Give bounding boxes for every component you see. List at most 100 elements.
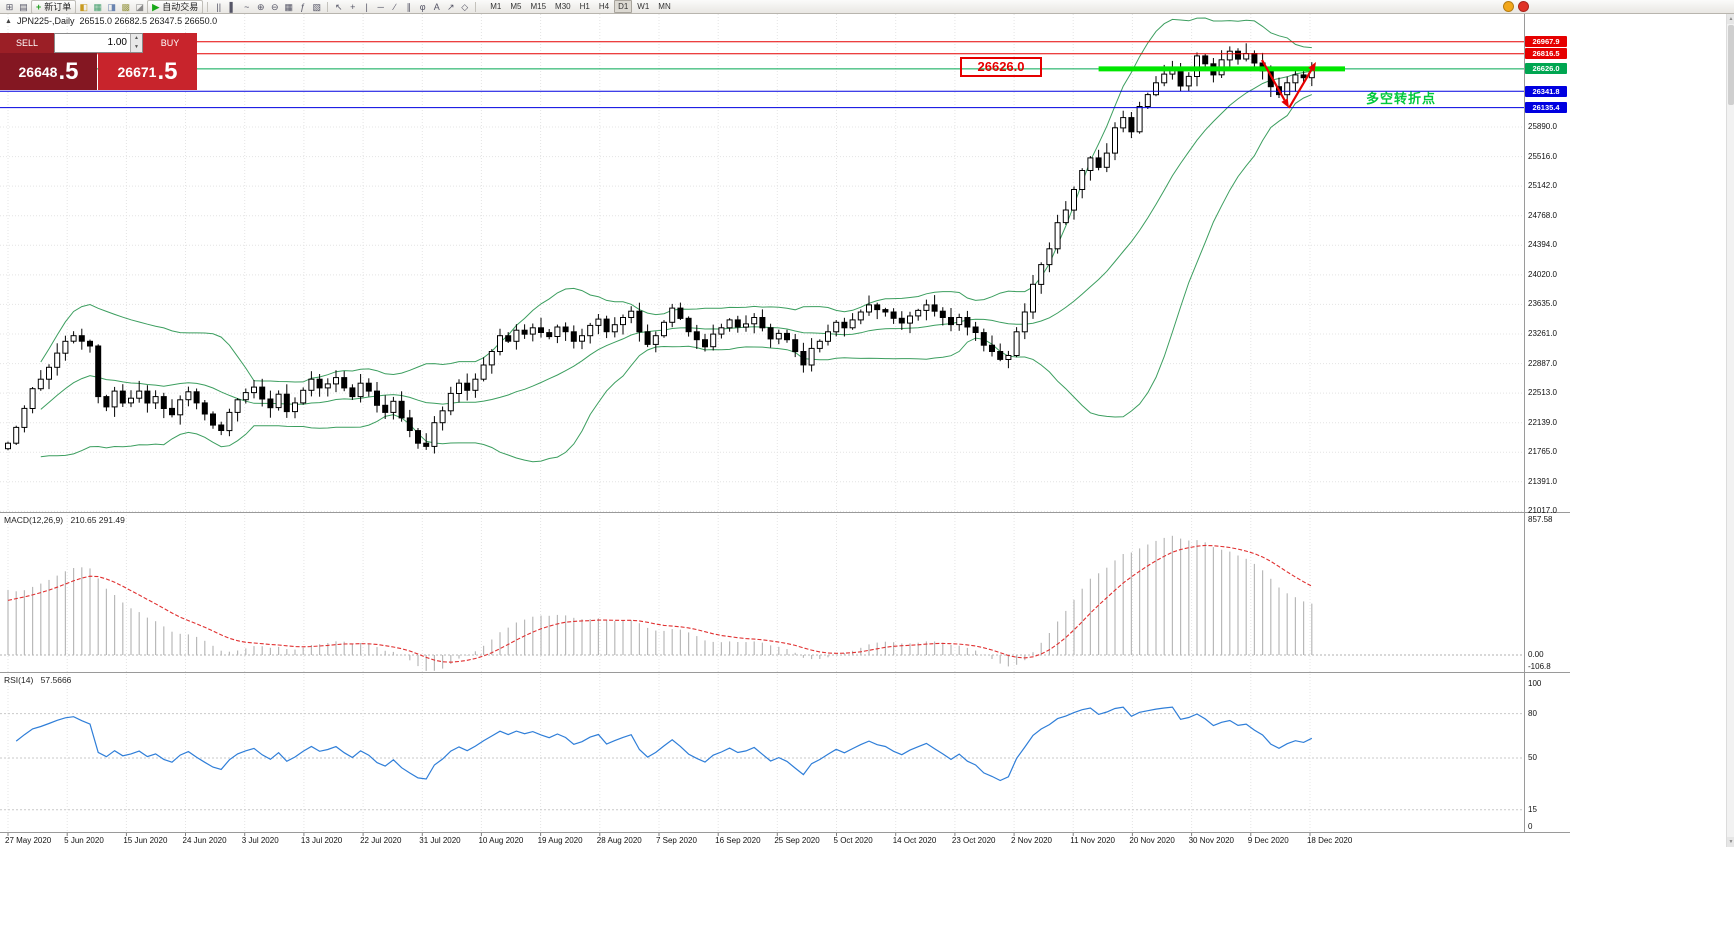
price-tick-label: 25142.0 (1528, 181, 1557, 191)
main-toolbar: ⊞ ▤ + 新订单 ◧ ▦ ◨ ▩ ◪ ▶ 自动交易 || ▌ ~ ⊕ ⊖ ▦ ƒ ▧ ↖ + | ─ ∕ ∥ φ A ↗ ◇ M1 M5 M… (0, 0, 1734, 14)
profiles-icon[interactable]: ▤ (19, 1, 28, 12)
market-watch-icon[interactable]: ◧ (79, 1, 89, 12)
price-tick-label: 21391.0 (1528, 476, 1557, 486)
date-tick-label: 30 Nov 2020 (1188, 836, 1234, 845)
timeframe-m5[interactable]: M5 (510, 2, 522, 11)
rsi-tick-label: 0 (1528, 822, 1533, 831)
date-tick-label: 5 Jun 2020 (64, 836, 104, 845)
timeframe-m15[interactable]: M15 (530, 2, 547, 11)
price-axis[interactable]: 25890.0 25516.0 25142.0 24768.0 24394.0 24020… (1525, 14, 1570, 847)
autotrading-button[interactable]: ▶ 自动交易 (147, 0, 204, 14)
terminal-icon[interactable]: ▩ (121, 1, 131, 12)
data-window-icon[interactable]: ▦ (93, 1, 103, 12)
pane-separator-dates[interactable] (0, 832, 1570, 833)
chart-symbol-title: JPN225-,Daily (16, 16, 75, 26)
date-tick-label: 20 Nov 2020 (1129, 836, 1175, 845)
price-tick-label: 22887.0 (1528, 358, 1557, 368)
indicators-icon[interactable]: ƒ (300, 1, 306, 12)
autotrading-button-label: 自动交易 (162, 1, 199, 12)
new-order-button[interactable]: + 新订单 (31, 0, 77, 14)
date-tick-label: 10 Aug 2020 (478, 836, 524, 845)
new-chart-icon[interactable]: ⊞ (5, 1, 14, 12)
shapes-icon[interactable]: ◇ (461, 1, 469, 12)
horizontal-line-icon[interactable]: ─ (377, 1, 384, 12)
fibonacci-icon[interactable]: φ (419, 1, 426, 12)
chart-canvas[interactable] (0, 14, 1570, 847)
volume-input[interactable]: 1.00 (107, 37, 127, 48)
date-tick-label: 27 May 2020 (5, 836, 52, 845)
date-tick-label: 9 Dec 2020 (1247, 836, 1289, 845)
timeframe-h4[interactable]: H4 (598, 2, 610, 11)
date-tick-label: 3 Jul 2020 (241, 836, 279, 845)
price-tick-label: 22513.0 (1528, 388, 1557, 398)
timeframe-m1[interactable]: M1 (490, 2, 502, 11)
grid-icon[interactable]: ▦ (284, 1, 293, 12)
text-label-icon[interactable]: A (433, 1, 440, 12)
volume-field: 1.00 ▲ ▼ (54, 33, 143, 53)
volume-spinner: ▲ ▼ (130, 34, 142, 52)
scrollbar-thumb[interactable] (1728, 25, 1734, 105)
timeframe-w1[interactable]: W1 (637, 2, 650, 11)
zoom-out-icon[interactable]: ⊖ (270, 1, 279, 12)
timeframe-h1[interactable]: H1 (579, 2, 590, 11)
navigator-icon[interactable]: ◨ (107, 1, 117, 12)
strategy-tester-icon[interactable]: ◪ (135, 1, 145, 12)
date-tick-label: 5 Oct 2020 (833, 836, 873, 845)
buy-price-int: 26671 (117, 63, 157, 80)
price-tag-label: 26816.5 (1525, 48, 1567, 60)
scroll-down-icon[interactable]: ▼ (1727, 837, 1734, 847)
date-tick-label: 16 Sep 2020 (715, 836, 761, 845)
buy-price-frac: .5 (157, 57, 178, 85)
price-callout[interactable]: 26626.0 (960, 57, 1042, 77)
one-click-trading-panel: SELL 1.00 ▲ ▼ BUY 26648.5 26671.5 (0, 33, 197, 90)
line-chart-icon[interactable]: ~ (244, 1, 250, 12)
sell-button[interactable]: SELL (0, 33, 54, 53)
trendline-icon[interactable]: ∕ (393, 1, 396, 12)
date-tick-label: 22 Jul 2020 (360, 836, 402, 845)
price-tag-label: 26341.8 (1525, 85, 1567, 97)
sell-price-display[interactable]: 26648.5 (0, 53, 97, 90)
timeframe-d1[interactable]: D1 (614, 0, 633, 13)
timeframe-mn[interactable]: MN (658, 2, 671, 11)
news-alert-icon[interactable] (1518, 1, 1529, 12)
volume-up-icon[interactable]: ▲ (131, 34, 142, 43)
vertical-line-icon[interactable]: | (365, 1, 368, 12)
sell-price-int: 26648 (18, 63, 58, 80)
channel-icon[interactable]: ∥ (406, 1, 411, 12)
templates-icon[interactable]: ▧ (312, 1, 321, 12)
pane-separator-rsi[interactable] (0, 672, 1570, 673)
vertical-scrollbar[interactable]: ▲ ▼ (1726, 14, 1734, 847)
price-tick-label: 25516.0 (1528, 151, 1557, 161)
date-axis[interactable]: 27 May 2020 5 Jun 2020 15 Jun 2020 24 Jun 2… (0, 833, 1524, 847)
crosshair-icon[interactable]: + (350, 1, 356, 12)
date-tick-label: 7 Sep 2020 (655, 836, 697, 845)
community-alert-icon[interactable] (1503, 1, 1514, 12)
date-tick-label: 14 Oct 2020 (892, 836, 937, 845)
macd-tick-label: 0.00 (1528, 650, 1544, 659)
zoom-in-icon[interactable]: ⊕ (256, 1, 265, 12)
price-tick-label: 21765.0 (1528, 447, 1557, 457)
price-axis-separator[interactable] (1524, 14, 1525, 832)
one-click-collapse-icon[interactable]: ▲ (5, 17, 12, 25)
cursor-icon[interactable]: ↖ (334, 1, 343, 12)
bar-chart-icon[interactable]: || (216, 1, 222, 12)
scroll-up-icon[interactable]: ▲ (1727, 14, 1734, 24)
date-tick-label: 24 Jun 2020 (182, 836, 227, 845)
candle-chart-icon[interactable]: ▌ (229, 1, 236, 12)
buy-button[interactable]: BUY (143, 33, 197, 53)
volume-down-icon[interactable]: ▼ (131, 43, 142, 52)
buy-price-display[interactable]: 26671.5 (98, 53, 197, 90)
chart-header: ▲ JPN225-,Daily 26515.0 26682.5 26347.5 … (5, 16, 217, 26)
annotation-note[interactable]: 多空转折点 (1366, 91, 1437, 106)
pane-separator-macd[interactable] (0, 512, 1570, 513)
timeframe-m30[interactable]: M30 (555, 2, 571, 11)
price-tag-label: 26135.4 (1525, 102, 1567, 114)
rsi-indicator-label: RSI(14) 57.5666 (4, 675, 71, 685)
date-tick-label: 18 Dec 2020 (1306, 836, 1353, 845)
macd-tick-label: -106.8 (1528, 662, 1551, 671)
price-tick-label: 23261.0 (1528, 328, 1557, 338)
date-tick-label: 15 Jun 2020 (123, 836, 168, 845)
toolbar-separator (207, 1, 209, 12)
arrow-object-icon[interactable]: ↗ (446, 1, 455, 12)
